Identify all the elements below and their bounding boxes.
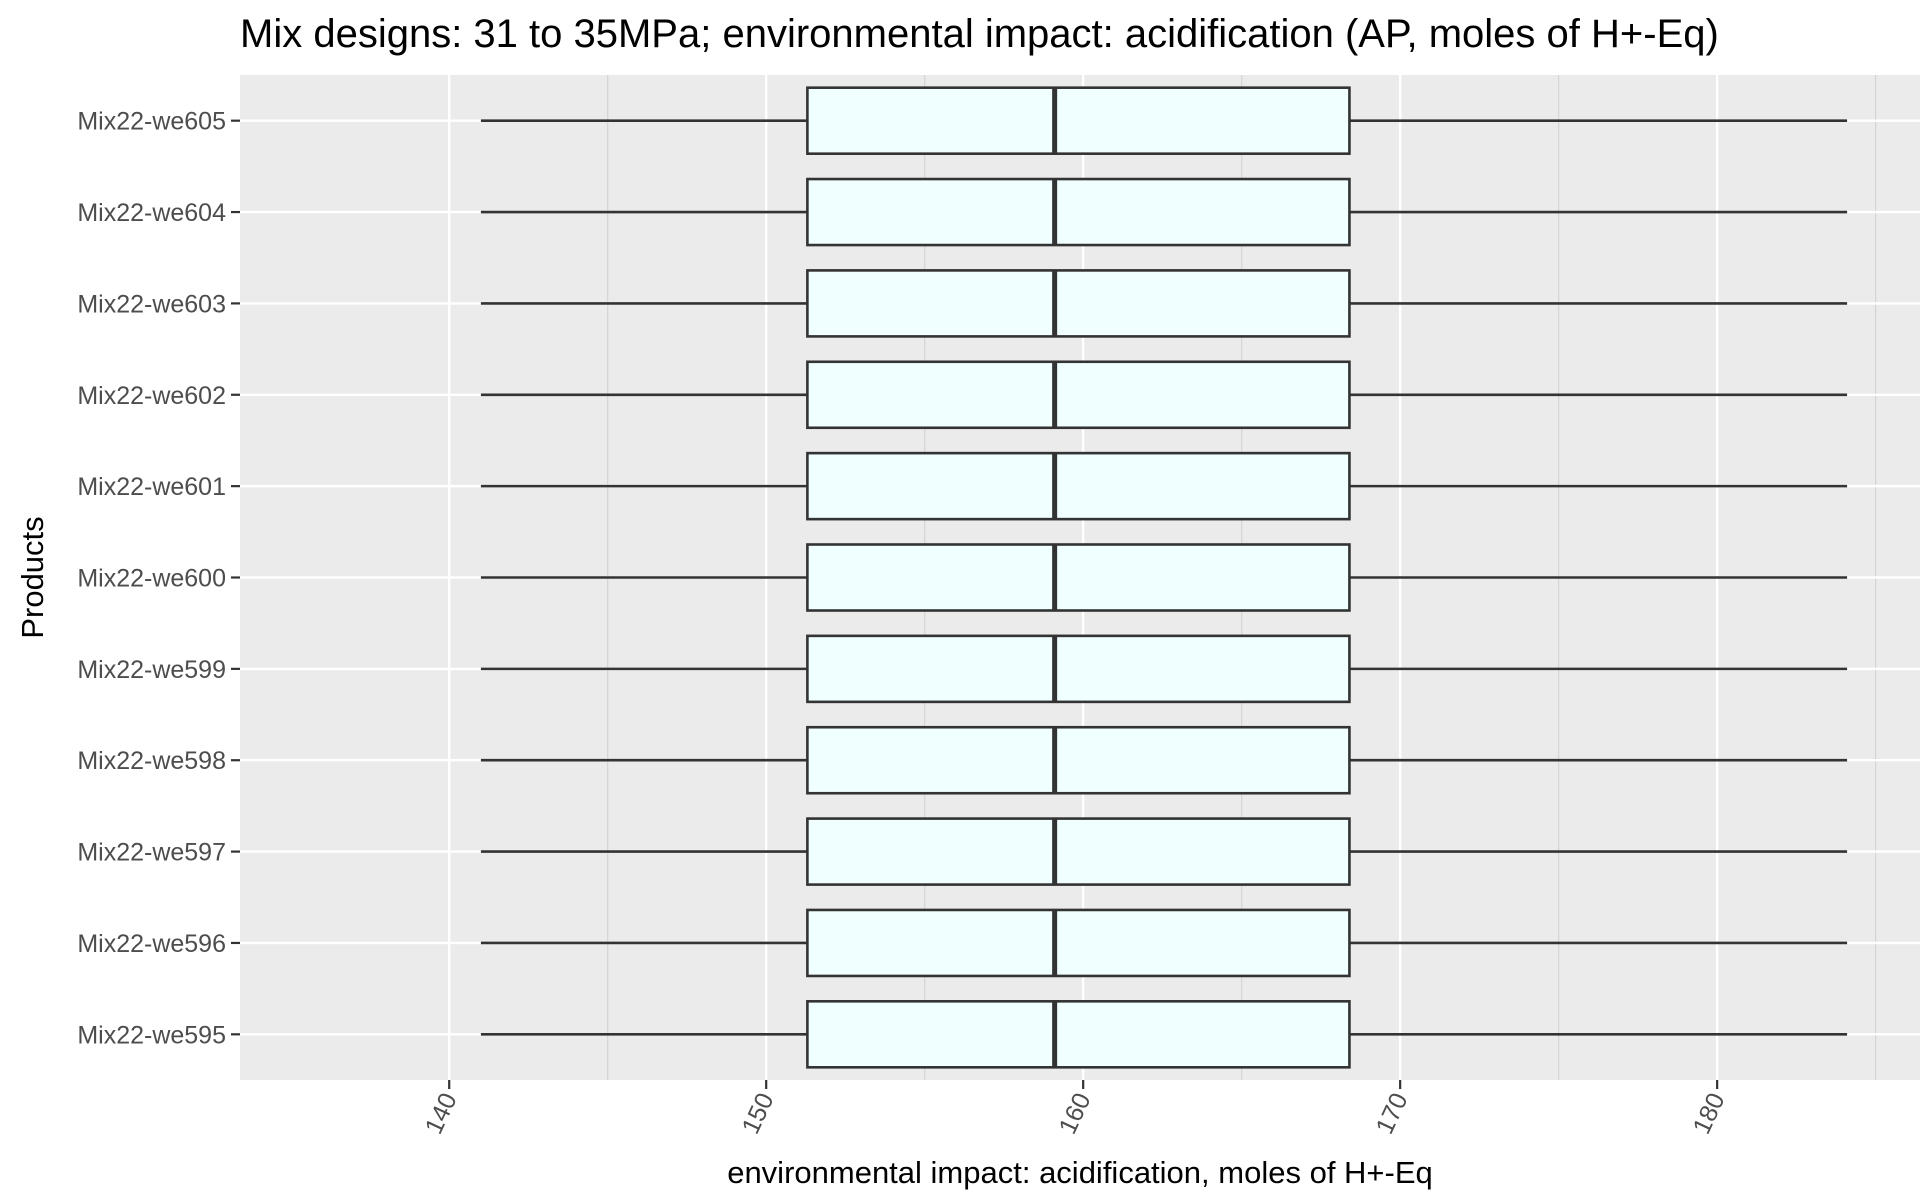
box-Mix22-we598 xyxy=(480,725,1848,795)
y-axis-title: Products xyxy=(15,516,50,638)
x-tick-label: 150 xyxy=(737,1089,780,1139)
interquartile-box xyxy=(806,177,1351,247)
y-tick-label: Mix22-we596 xyxy=(77,930,226,958)
interquartile-box xyxy=(806,269,1351,338)
y-tick-label: Mix22-we598 xyxy=(77,747,226,775)
y-tick-label: Mix22-we595 xyxy=(77,1021,226,1049)
y-tick-label: Mix22-we597 xyxy=(77,839,226,867)
interquartile-box xyxy=(806,634,1351,704)
interquartile-box xyxy=(806,725,1351,795)
y-tick-label: Mix22-we603 xyxy=(77,290,226,318)
y-tick-label: Mix22-we602 xyxy=(77,382,226,410)
interquartile-box xyxy=(806,908,1351,978)
box-Mix22-we600 xyxy=(480,543,1848,612)
box-Mix22-we602 xyxy=(480,360,1848,430)
box-Mix22-we603 xyxy=(480,269,1848,338)
interquartile-box xyxy=(806,543,1351,612)
x-tick-label: 170 xyxy=(1371,1089,1414,1139)
y-tick-label: Mix22-we605 xyxy=(77,108,226,136)
y-tick-label: Mix22-we601 xyxy=(77,473,226,501)
box-Mix22-we597 xyxy=(480,817,1848,886)
x-tick-label: 140 xyxy=(420,1089,463,1139)
box-Mix22-we595 xyxy=(480,1000,1848,1069)
box-Mix22-we601 xyxy=(480,451,1848,521)
x-axis: 140 150 160 170 180 xyxy=(420,1080,1731,1138)
x-tick-label: 160 xyxy=(1054,1089,1097,1139)
x-tick-label: 180 xyxy=(1688,1089,1731,1139)
x-axis-title: environmental impact: acidification, mol… xyxy=(727,1155,1433,1190)
y-tick-label: Mix22-we599 xyxy=(77,656,226,684)
interquartile-box xyxy=(806,360,1351,430)
boxplot-series xyxy=(480,86,1848,1069)
y-axis: Mix22-we595 Mix22-we596 Mix22-we597 Mix22-w… xyxy=(77,108,240,1049)
y-tick-label: Mix22-we604 xyxy=(77,199,226,227)
interquartile-box xyxy=(806,1000,1351,1069)
interquartile-box xyxy=(806,817,1351,886)
box-Mix22-we605 xyxy=(480,86,1848,155)
box-Mix22-we596 xyxy=(480,908,1848,978)
y-tick-label: Mix22-we600 xyxy=(77,565,226,593)
box-Mix22-we604 xyxy=(480,177,1848,247)
interquartile-box xyxy=(806,86,1351,155)
interquartile-box xyxy=(806,451,1351,521)
box-Mix22-we599 xyxy=(480,634,1848,704)
chart-title: Mix designs: 31 to 35MPa; environmental … xyxy=(240,12,1719,56)
